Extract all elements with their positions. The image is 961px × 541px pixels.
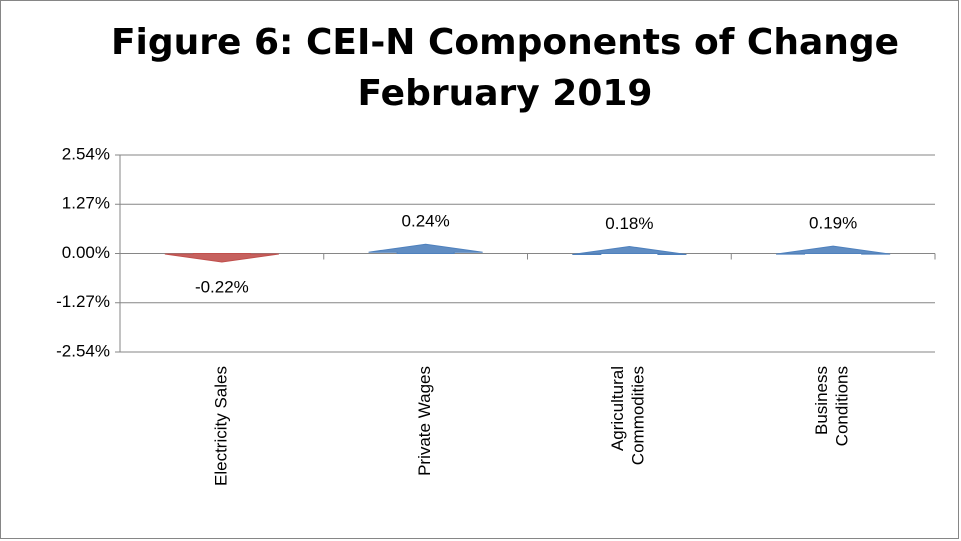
y-tick-label: -1.27% [56,292,110,311]
x-tick-label: Private Wages [415,366,434,476]
x-tick-label: AgriculturalCommodities [609,366,648,465]
chart-subtitle: February 2019 [358,73,653,114]
x-tick-label-line: Agricultural [609,366,628,451]
x-tick-label-line: Business [812,366,831,435]
y-tick-label: 1.27% [62,194,110,213]
data-label: 0.24% [402,212,450,231]
y-tick-label: 0.00% [62,243,110,262]
bar [368,243,483,254]
chart-title: Figure 6: CEI-N Components of Change [111,22,899,63]
data-label: -0.22% [195,278,249,297]
x-tick-label: BusinessConditions [812,366,851,446]
y-tick-label: -2.54% [56,341,110,360]
x-tick-label-line: Commodities [629,366,648,465]
y-tick-label: 2.54% [62,144,110,163]
data-label: 0.18% [605,214,653,233]
bar [776,245,891,255]
bar [164,253,279,263]
x-tick-label: Electricity Sales [211,366,230,486]
data-label: 0.19% [809,214,857,233]
x-tick-label-line: Conditions [833,366,852,446]
bar [572,246,687,256]
